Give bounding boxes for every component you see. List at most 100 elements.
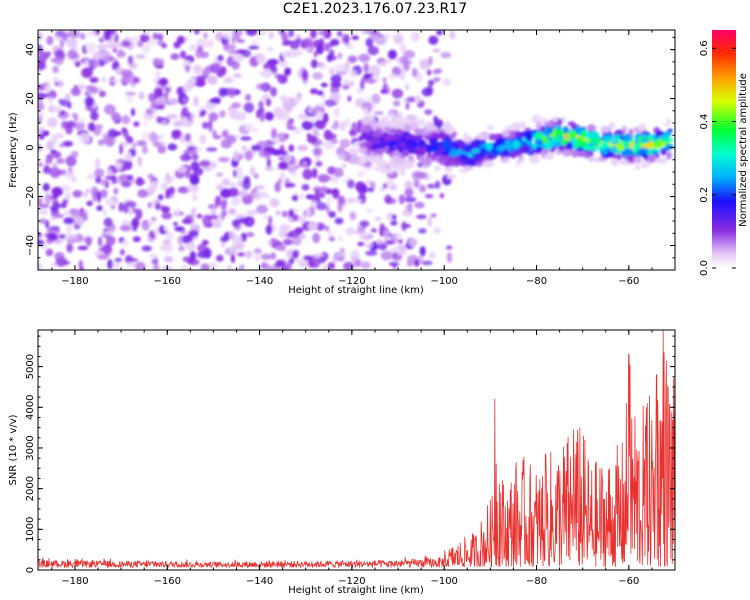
spectrogram-signal-cell bbox=[561, 116, 566, 123]
spectrogram-noise-cell bbox=[241, 145, 247, 152]
spectrogram-signal-cell bbox=[588, 130, 599, 140]
spectrogram-noise-cell bbox=[184, 133, 191, 142]
spectrogram-noise-cell bbox=[404, 187, 414, 199]
spectrogram-signal-cell bbox=[429, 137, 438, 145]
spectrogram-noise-cell bbox=[428, 35, 439, 45]
spectrogram-noise-cell bbox=[269, 238, 278, 244]
spectrogram-noise-cell bbox=[418, 228, 427, 234]
spectrogram-noise-cell bbox=[49, 167, 61, 179]
spectrogram-noise-cell bbox=[135, 178, 146, 186]
spectrogram-signal-cell bbox=[397, 158, 408, 163]
spectrogram-noise-cell bbox=[152, 32, 159, 40]
spectrogram-noise-cell bbox=[371, 93, 381, 105]
spectrogram-noise-cell bbox=[165, 188, 170, 200]
spectrogram-noise-cell bbox=[115, 161, 123, 171]
spectrogram-noise-cell bbox=[180, 264, 188, 270]
spectrogram-noise-cell bbox=[155, 70, 161, 81]
spectrogram-signal-cell bbox=[514, 149, 523, 157]
spectrogram-noise-cell bbox=[259, 30, 267, 36]
spectrogram-noise-cell bbox=[173, 222, 178, 226]
spectrogram-noise-cell bbox=[159, 230, 167, 235]
spectrogram-signal-cell bbox=[622, 148, 634, 157]
spectrogram-noise-cell bbox=[77, 245, 89, 251]
spectrogram-noise-cell bbox=[385, 59, 392, 64]
spectrogram-signal-cell bbox=[433, 165, 441, 172]
spectrogram-noise-cell bbox=[65, 93, 71, 102]
spectrogram-noise-cell bbox=[113, 187, 119, 195]
spectrogram-noise-cell bbox=[85, 188, 91, 194]
spectrogram-noise-cell bbox=[439, 193, 445, 199]
spectrogram-noise-cell bbox=[286, 125, 297, 130]
spectrogram-noise-cell bbox=[237, 252, 246, 257]
spectrogram-noise-cell bbox=[154, 58, 165, 67]
spectrogram-noise-cell bbox=[156, 116, 163, 124]
spectrogram-noise-cell bbox=[369, 30, 378, 41]
spectrogram-noise-cell bbox=[205, 65, 211, 77]
spectrogram-noise-cell bbox=[365, 250, 378, 256]
spectrogram-signal-cell bbox=[410, 161, 415, 168]
spectrogram-noise-cell bbox=[114, 33, 119, 43]
spectrogram-noise-cell bbox=[119, 224, 131, 232]
spectrogram-signal-cell bbox=[580, 130, 586, 138]
spectrogram-signal-cell bbox=[503, 148, 509, 157]
spectrogram-noise-cell bbox=[220, 236, 229, 243]
spectrogram-signal-cell bbox=[593, 156, 599, 163]
spectrogram-noise-cell bbox=[260, 112, 265, 122]
spectrogram-noise-cell bbox=[243, 122, 254, 132]
spectrogram-noise-cell bbox=[206, 147, 218, 152]
spectrogram-noise-cell bbox=[38, 31, 44, 42]
spectrogram-noise-cell bbox=[412, 171, 417, 180]
spectrogram-noise-cell bbox=[236, 166, 243, 173]
spectrogram-noise-cell bbox=[274, 73, 283, 79]
spectrogram-signal-cell bbox=[561, 148, 572, 157]
spectrogram-noise-cell bbox=[193, 64, 203, 75]
spectrogram-noise-cell bbox=[331, 188, 340, 199]
spectrogram-noise-cell bbox=[365, 236, 370, 241]
spectrogram-noise-cell bbox=[267, 241, 272, 246]
spectrogram-noise-cell bbox=[65, 123, 73, 135]
spectrogram-signal-cell bbox=[632, 143, 642, 151]
spectrogram-noise-cell bbox=[353, 198, 363, 203]
spectrogram-noise-cell bbox=[45, 248, 54, 257]
spectrogram-signal-cell bbox=[612, 158, 620, 167]
spectrogram-noise-cell bbox=[288, 144, 295, 152]
spectrogram-noise-cell bbox=[211, 206, 217, 217]
spectrogram-noise-cell bbox=[319, 192, 325, 199]
spectrogram-noise-cell bbox=[306, 133, 312, 139]
spectrogram-noise-cell bbox=[153, 90, 159, 100]
spectrogram-noise-cell bbox=[167, 143, 178, 151]
spectrogram-noise-cell bbox=[251, 127, 259, 133]
spectrogram-signal-cell bbox=[486, 125, 495, 131]
spectrogram-signal-cell bbox=[439, 133, 450, 138]
spectrogram-noise-cell bbox=[212, 218, 222, 229]
spectrogram-noise-cell bbox=[270, 86, 278, 97]
x-tick-label: −160 bbox=[154, 576, 181, 587]
spectrogram-noise-cell bbox=[121, 69, 133, 78]
spectrogram-noise-cell bbox=[106, 41, 118, 50]
spectrogram-noise-cell bbox=[220, 211, 226, 221]
spectrogram-noise-cell bbox=[227, 110, 233, 117]
spectrogram-noise-cell bbox=[424, 109, 433, 115]
spectrogram-signal-cell bbox=[390, 156, 400, 164]
spectrogram-noise-cell bbox=[245, 250, 253, 259]
spectrogram-noise-cell bbox=[306, 209, 311, 216]
spectrogram-noise-cell bbox=[413, 178, 420, 189]
spectrogram-noise-cell bbox=[228, 50, 238, 55]
spectrogram-noise-cell bbox=[324, 99, 336, 107]
spectrogram-noise-cell bbox=[342, 84, 350, 90]
spectrogram-noise-cell bbox=[163, 243, 174, 253]
spectrogram-noise-cell bbox=[70, 87, 82, 96]
spectrogram-noise-cell bbox=[337, 235, 344, 242]
spectrogram-noise-cell bbox=[310, 30, 317, 39]
spectrogram-noise-cell bbox=[58, 32, 70, 39]
spectrogram-noise-cell bbox=[414, 201, 425, 209]
x-tick-label: −80 bbox=[526, 576, 547, 587]
spectrogram-signal-cell bbox=[642, 152, 648, 160]
spectrogram-noise-cell bbox=[290, 237, 302, 246]
spectrogram-noise-cell bbox=[146, 185, 154, 193]
spectrogram-noise-cell bbox=[380, 89, 388, 94]
spectrogram-signal-cell bbox=[535, 146, 543, 152]
spectrogram-noise-cell bbox=[38, 203, 50, 209]
spectrogram-noise-cell bbox=[73, 216, 85, 226]
spectrogram-noise-cell bbox=[200, 109, 207, 116]
